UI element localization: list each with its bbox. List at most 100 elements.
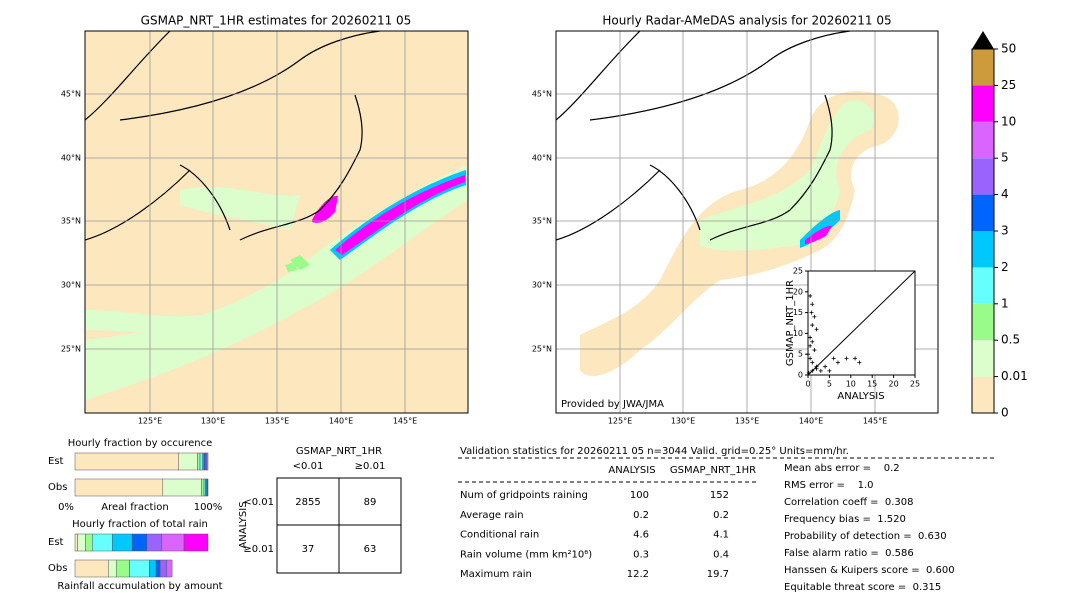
y-tick-label: 15 [793, 308, 803, 317]
colorbar-segment [972, 194, 994, 231]
lat-label: 30°N [61, 281, 81, 290]
score: Hanssen & Kuipers score = 0.600 [784, 565, 955, 576]
point [810, 368, 815, 373]
lon-label: 130°E [671, 417, 695, 426]
colorbar-segment [972, 340, 994, 377]
fraction-segment [155, 559, 161, 578]
fraction-segment [178, 452, 198, 471]
colorbar-segment [972, 303, 994, 341]
lon-label: 140°E [329, 417, 353, 426]
fraction-segment [206, 452, 209, 471]
fraction-segment [85, 533, 93, 552]
point [808, 356, 813, 361]
row-label: ≥0.01 [243, 544, 274, 555]
point [806, 370, 811, 375]
point [812, 314, 817, 319]
row-title: ANALYSIS [238, 501, 249, 548]
point [818, 368, 823, 373]
point [808, 343, 813, 348]
lon-label: 145°E [393, 417, 417, 426]
fraction-segment [92, 533, 113, 552]
cell: 2855 [295, 497, 320, 508]
x-tick-label: 0 [805, 380, 810, 389]
row-label: Est [48, 456, 64, 467]
colorbar-label: 0.01 [1001, 369, 1028, 383]
fraction-segment [201, 478, 205, 497]
fraction-segment [74, 559, 109, 578]
point [812, 348, 817, 353]
colorbar-label: 5 [1001, 151, 1009, 165]
score: Probability of detection = 0.630 [784, 531, 947, 542]
cell: 12.2 [627, 569, 649, 580]
fraction-segment [161, 533, 185, 552]
lat-label: 45°N [532, 90, 552, 99]
point [827, 368, 832, 373]
cell: 100 [630, 490, 649, 501]
axis-label: 0% [58, 502, 74, 513]
point [853, 356, 858, 361]
fraction-segment [74, 533, 78, 552]
colorbar-label: 4 [1001, 187, 1009, 201]
lat-label: 30°N [532, 281, 552, 290]
credit: Provided by JWA/JMA [561, 399, 664, 410]
row-label: Obs [48, 563, 67, 574]
lon-label: 135°E [265, 417, 289, 426]
colorbar-label: 50 [1001, 42, 1016, 56]
fraction-segment [131, 533, 148, 552]
fraction-segment [74, 478, 164, 497]
lat-label: 40°N [61, 154, 81, 163]
column-label: <0.01 [293, 461, 324, 472]
row-label: Est [48, 537, 64, 548]
point [810, 339, 815, 344]
lat-label: 25°N [532, 345, 552, 354]
row-label: Rain volume (mm km²10⁶) [460, 549, 592, 560]
point [814, 327, 819, 332]
colorbar-label: 0 [1001, 406, 1009, 420]
lat-label: 40°N [532, 154, 552, 163]
x-tick-label: 15 [867, 380, 877, 389]
y-tick-label: 25 [793, 267, 803, 276]
fraction-segment [115, 559, 130, 578]
axis-label: 100% [194, 502, 223, 513]
diagonal [807, 270, 916, 376]
row-label: Num of gridpoints raining [460, 490, 588, 501]
fraction-segment [166, 559, 173, 578]
colorbar-segment [972, 376, 994, 413]
fraction-segment [108, 559, 117, 578]
score: Mean abs error = 0.2 [784, 463, 900, 474]
cell: 152 [710, 490, 729, 501]
colorbar-segment [972, 85, 994, 122]
row-label: Obs [48, 482, 67, 493]
cell: 0.4 [713, 549, 729, 560]
cell: 37 [302, 544, 315, 555]
colorbar-segment [972, 267, 994, 304]
y-tick-label: 10 [793, 329, 803, 338]
cell: 4.6 [633, 530, 649, 541]
colorbar-label: 0.5 [1001, 333, 1020, 347]
panel-title: Hourly fraction of total rain [72, 519, 208, 530]
point [844, 356, 849, 361]
point [835, 360, 840, 365]
fraction-segment [197, 452, 201, 471]
lon-label: 125°E [138, 417, 162, 426]
colorbar-segment [972, 231, 994, 268]
fraction-segment [77, 533, 86, 552]
cell: 0.3 [633, 549, 649, 560]
point [809, 310, 814, 315]
lon-label: 135°E [735, 417, 759, 426]
fraction-segment [162, 478, 202, 497]
colorbar-label: 10 [1001, 114, 1016, 128]
cell: 63 [364, 544, 377, 555]
fraction-segment [129, 559, 150, 578]
left-map [85, 31, 468, 413]
fraction-segment [149, 559, 157, 578]
cell: 89 [364, 497, 377, 508]
x-tick-label: 10 [846, 380, 856, 389]
row-label: Maximum rain [460, 569, 532, 580]
y-tick-label: 5 [798, 350, 803, 359]
colorbar-segment [972, 121, 994, 159]
point [831, 356, 836, 361]
score: Frequency bias = 1.520 [784, 514, 906, 525]
lat-label: 25°N [61, 345, 81, 354]
